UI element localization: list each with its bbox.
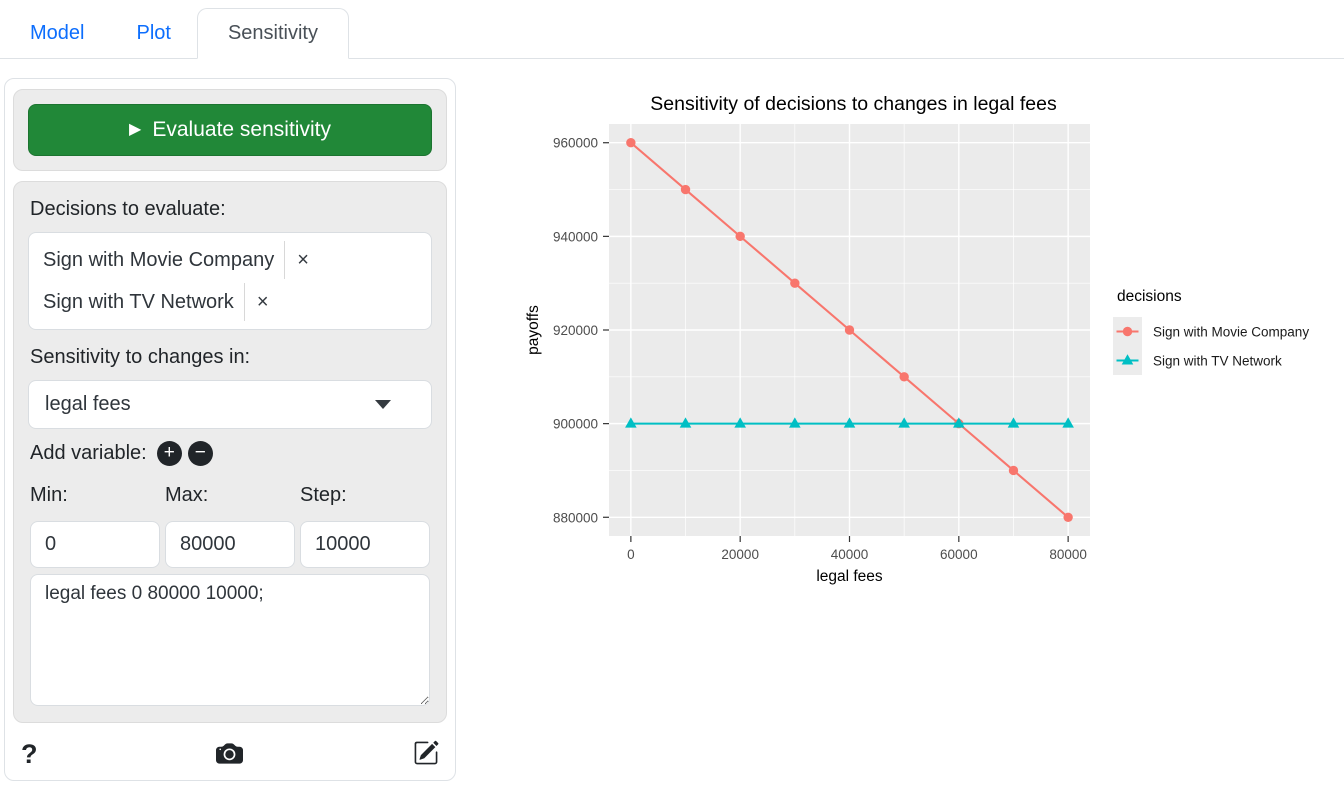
step-input[interactable]	[300, 521, 430, 568]
max-label: Max:	[165, 484, 209, 506]
sensitivity-sidebar: ▶ Evaluate sensitivity Decisions to eval…	[4, 78, 456, 781]
x-axis-label: legal fees	[816, 568, 883, 585]
decision-tag-label: Sign with TV Network	[43, 290, 234, 313]
chart-pane: 0 20000 40000 60000 80000 880000 900000 920000 9…	[456, 78, 1344, 798]
y-tick-label: 920000	[553, 323, 598, 338]
tab-model[interactable]: Model	[30, 21, 85, 44]
legend-label: Sign with Movie Company	[1153, 325, 1309, 340]
data-point-sign-with-movie-company	[680, 184, 691, 195]
data-point-sign-with-tv-network	[953, 417, 965, 428]
evaluate-button-label: Evaluate sensitivity	[152, 118, 331, 141]
legend-title: decisions	[1117, 288, 1182, 305]
add-variable-button[interactable]: +	[156, 441, 182, 466]
evaluate-panel: ▶ Evaluate sensitivity	[13, 89, 447, 171]
data-point-sign-with-movie-company	[899, 372, 909, 382]
legend-label: Sign with TV Network	[1153, 354, 1282, 369]
variable-select-value: legal fees	[45, 393, 131, 415]
add-variable-row: Add variable: + −	[30, 441, 430, 466]
remove-decision-button[interactable]: ×	[297, 249, 309, 271]
range-inputs-row	[30, 521, 430, 568]
x-tick-label: 80000	[1049, 547, 1087, 562]
legend-key-marker	[1122, 326, 1133, 337]
decisions-multiselect[interactable]: Sign with Movie Company × Sign with TV N…	[28, 232, 432, 330]
range-labels-row: Min: Max: Step:	[30, 484, 430, 507]
data-point-sign-with-tv-network	[734, 417, 746, 428]
pencil-square-icon	[414, 740, 439, 765]
play-icon: ▶	[129, 121, 142, 138]
data-point-sign-with-tv-network	[1007, 417, 1020, 428]
sensitivity-to-label: Sensitivity to changes in:	[30, 346, 251, 368]
x-tick-label: 0	[627, 547, 635, 562]
x-tick-label: 20000	[721, 547, 759, 562]
decision-tag: Sign with TV Network ×	[43, 281, 417, 323]
edit-button[interactable]	[413, 740, 439, 769]
data-point-sign-with-tv-network	[625, 417, 637, 428]
data-point-sign-with-movie-company	[1008, 465, 1019, 476]
evaluate-sensitivity-button[interactable]: ▶ Evaluate sensitivity	[28, 104, 432, 156]
step-label: Step:	[300, 484, 347, 506]
chart-title: Sensitivity of decisions to changes in l…	[650, 93, 1057, 115]
sidebar-footer: ?	[11, 733, 449, 780]
decisions-label: Decisions to evaluate:	[30, 198, 226, 220]
tag-divider	[243, 283, 245, 321]
x-tick-label: 60000	[940, 547, 978, 562]
tab-plot[interactable]: Plot	[136, 21, 171, 44]
data-point-sign-with-movie-company	[844, 325, 855, 335]
remove-variable-button[interactable]: −	[187, 441, 213, 466]
y-axis-label: payoffs	[525, 305, 542, 355]
tag-divider	[284, 241, 286, 279]
sensitivity-chart: 0 20000 40000 60000 80000 880000 900000 920000 9…	[525, 93, 1309, 585]
data-point-sign-with-movie-company	[1063, 512, 1073, 522]
min-label: Min:	[30, 484, 68, 506]
sensitivity-options-panel: Decisions to evaluate: Sign with Movie C…	[13, 181, 447, 723]
decision-tag-label: Sign with Movie Company	[43, 248, 275, 271]
tab-bar: Model Plot Sensitivity	[0, 0, 1344, 59]
data-point-sign-with-tv-network	[679, 417, 692, 428]
decision-tag: Sign with Movie Company ×	[43, 239, 417, 281]
camera-button[interactable]	[214, 740, 245, 770]
remove-decision-button[interactable]: ×	[256, 291, 269, 313]
y-tick-label: 880000	[553, 510, 598, 525]
main-content: ▶ Evaluate sensitivity Decisions to eval…	[0, 59, 1344, 798]
y-tick-label: 960000	[553, 136, 598, 151]
x-tick-label: 40000	[831, 547, 869, 562]
y-tick-label: 900000	[553, 417, 598, 432]
y-tick-label: 940000	[553, 229, 598, 244]
camera-icon	[216, 742, 244, 764]
data-point-sign-with-movie-company	[626, 138, 636, 148]
add-variable-label: Add variable:	[30, 442, 147, 464]
data-point-sign-with-tv-network	[843, 417, 856, 428]
data-point-sign-with-movie-company	[735, 231, 745, 242]
tab-sensitivity[interactable]: Sensitivity	[196, 8, 349, 59]
variable-select[interactable]: legal fees	[28, 380, 432, 429]
sensitivity-script-textarea[interactable]: legal fees 0 80000 10000;	[30, 574, 430, 706]
legend-key-marker	[1121, 354, 1134, 365]
max-input[interactable]	[165, 521, 295, 568]
data-point-sign-with-tv-network	[1062, 417, 1074, 428]
data-point-sign-with-movie-company	[790, 278, 800, 288]
chevron-down-icon	[375, 400, 391, 409]
help-icon[interactable]: ?	[21, 739, 38, 769]
data-point-sign-with-tv-network	[898, 417, 910, 428]
data-point-sign-with-tv-network	[789, 417, 801, 428]
min-input[interactable]	[30, 521, 160, 568]
